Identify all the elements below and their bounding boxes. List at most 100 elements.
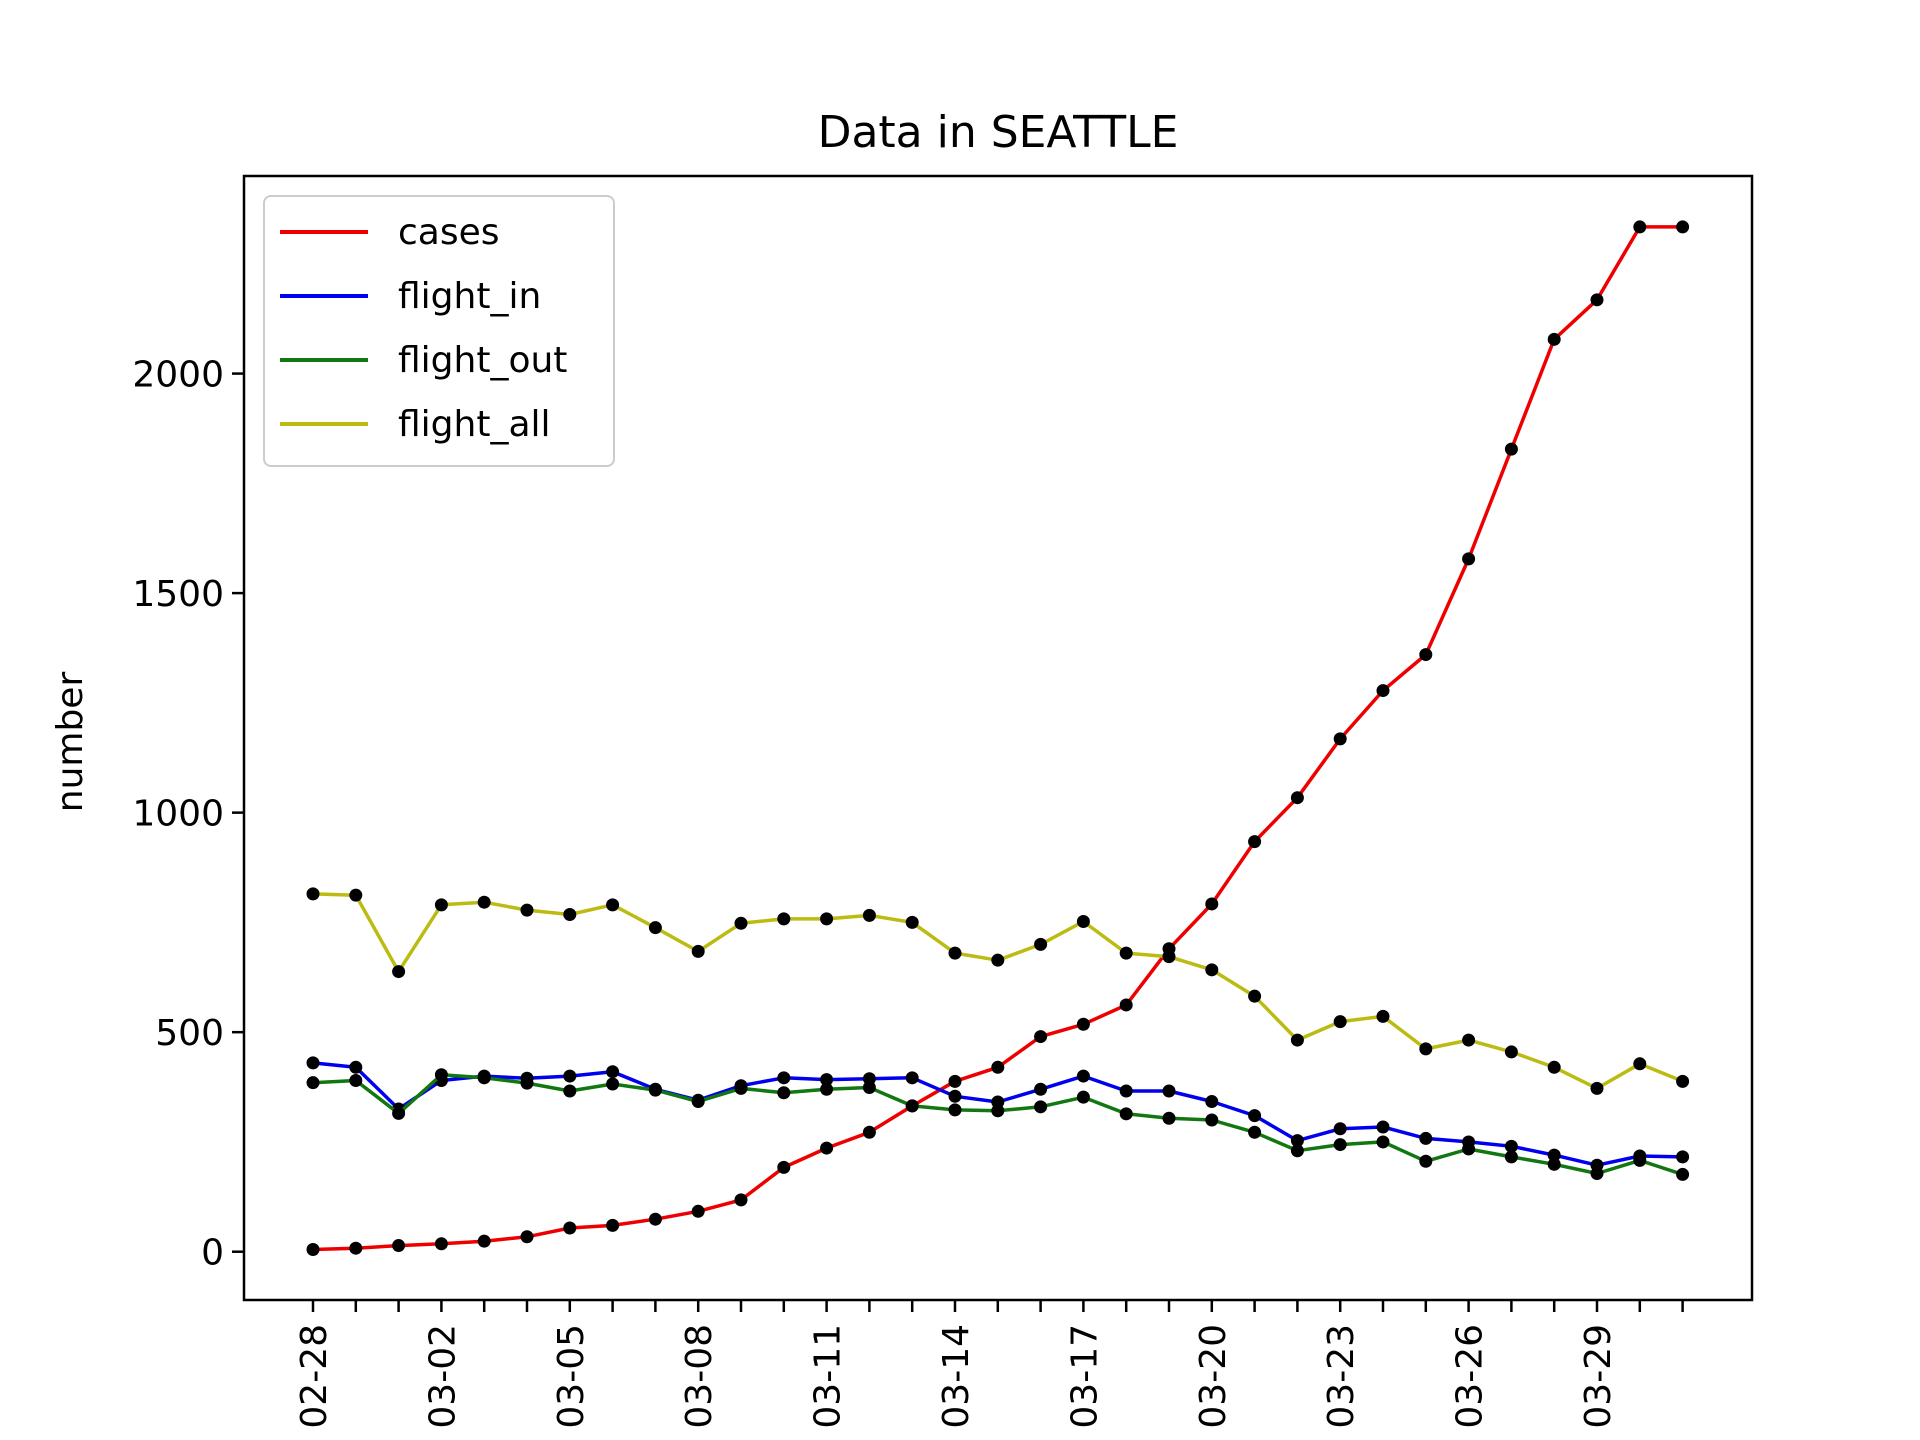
data-point-flight-in (306, 1056, 320, 1070)
x-tick-label: 03-11 (808, 1324, 849, 1429)
data-point-flight-all (1547, 1060, 1561, 1074)
data-point-flight-out (1119, 1107, 1133, 1121)
data-point-cases (991, 1060, 1005, 1074)
data-point-flight-all (1119, 946, 1133, 960)
data-point-flight-all (734, 916, 748, 930)
legend: cases flight_in flight_out flight_all (263, 195, 615, 467)
data-point-flight-in (1076, 1069, 1090, 1083)
data-point-flight-out (691, 1095, 705, 1109)
data-point-flight-all (1419, 1042, 1433, 1056)
data-point-cases (1290, 791, 1304, 805)
chart-title: Data in SEATTLE (818, 107, 1179, 158)
data-point-cases (691, 1204, 705, 1218)
data-point-flight-all (1205, 963, 1219, 977)
data-point-flight-all (349, 888, 363, 902)
data-point-flight-out (563, 1084, 577, 1098)
data-point-flight-out (1419, 1154, 1433, 1168)
data-point-flight-all (991, 953, 1005, 967)
data-point-flight-all (820, 912, 834, 926)
data-point-flight-all (1162, 950, 1176, 964)
data-point-flight-in (1676, 1150, 1690, 1164)
y-axis-label: number (50, 672, 91, 813)
data-point-flight-out (1076, 1090, 1090, 1104)
data-point-flight-all (1333, 1015, 1347, 1029)
data-point-cases (606, 1218, 620, 1232)
data-point-cases (434, 1237, 448, 1251)
x-tick-label: 03-23 (1321, 1324, 1362, 1429)
data-point-flight-in (905, 1071, 919, 1085)
data-point-flight-out (1034, 1100, 1048, 1114)
data-point-cases (306, 1243, 320, 1257)
data-point-flight-out (606, 1077, 620, 1091)
x-tick-label: 03-26 (1450, 1324, 1491, 1429)
data-point-flight-all (1376, 1009, 1390, 1023)
x-tick-label: 03-29 (1578, 1324, 1619, 1429)
data-point-flight-all (563, 908, 577, 922)
data-point-flight-in (1248, 1109, 1262, 1123)
x-tick-label: 03-08 (679, 1324, 720, 1429)
data-point-cases (862, 1125, 876, 1139)
data-point-flight-in (1290, 1134, 1304, 1148)
data-point-flight-all (1076, 915, 1090, 929)
data-point-flight-out (1290, 1144, 1304, 1158)
data-point-cases (1547, 332, 1561, 346)
x-tick-label: 03-17 (1064, 1324, 1105, 1429)
data-point-flight-all (1633, 1057, 1647, 1071)
data-point-flight-all (606, 898, 620, 912)
data-point-flight-out (1547, 1157, 1561, 1171)
legend-label-cases: cases (398, 212, 500, 253)
data-point-flight-all (1290, 1033, 1304, 1047)
data-point-flight-out (734, 1081, 748, 1095)
data-point-cases (1119, 998, 1133, 1012)
x-tick-label: 03-02 (422, 1324, 463, 1429)
data-point-cases (734, 1193, 748, 1207)
data-point-flight-all (434, 898, 448, 912)
data-point-flight-out (349, 1073, 363, 1087)
data-point-cases (520, 1230, 534, 1244)
data-point-flight-out (1504, 1150, 1518, 1164)
legend-label-flight-all: flight_all (398, 404, 551, 445)
data-point-flight-all (1462, 1033, 1476, 1047)
data-point-flight-in (1162, 1084, 1176, 1098)
data-point-flight-in (1419, 1131, 1433, 1145)
data-point-flight-out (905, 1099, 919, 1113)
y-tick-label: 0 (201, 1233, 224, 1274)
data-point-flight-all (1676, 1074, 1690, 1088)
data-point-cases (820, 1141, 834, 1155)
data-point-flight-all (1590, 1081, 1604, 1095)
data-point-flight-in (606, 1065, 620, 1079)
x-tick-label: 03-14 (936, 1324, 977, 1429)
data-point-flight-all (477, 895, 491, 909)
data-point-cases (349, 1241, 363, 1255)
data-point-flight-out (1590, 1167, 1604, 1181)
data-point-flight-in (563, 1069, 577, 1083)
data-point-cases (1676, 220, 1690, 234)
data-point-flight-out (434, 1068, 448, 1082)
data-point-cases (1504, 442, 1518, 456)
data-point-flight-all (777, 912, 791, 926)
data-point-flight-in (1504, 1139, 1518, 1153)
series-layer (306, 220, 1690, 1257)
y-tick-label: 1000 (132, 794, 224, 835)
data-point-flight-all (648, 921, 662, 935)
data-point-flight-all (1504, 1045, 1518, 1059)
data-point-flight-out (948, 1103, 962, 1117)
data-point-flight-all (948, 946, 962, 960)
data-point-flight-all (1248, 989, 1262, 1003)
data-point-flight-in (1333, 1122, 1347, 1136)
data-point-flight-all (520, 903, 534, 917)
data-point-flight-out (306, 1076, 320, 1090)
legend-box (263, 195, 615, 467)
data-point-cases (648, 1212, 662, 1226)
data-point-flight-out (820, 1082, 834, 1096)
data-point-flight-out (477, 1071, 491, 1085)
x-tick-label: 02-28 (294, 1324, 335, 1429)
data-point-flight-all (1034, 937, 1048, 951)
data-point-cases (1419, 648, 1433, 662)
data-point-cases (392, 1239, 406, 1253)
axis-ticks: 02-28 03-02 03-05 03-08 03-11 03-14 03-17 03-20… (132, 355, 1684, 1429)
data-point-flight-out (1248, 1125, 1262, 1139)
data-point-flight-out (520, 1076, 534, 1090)
